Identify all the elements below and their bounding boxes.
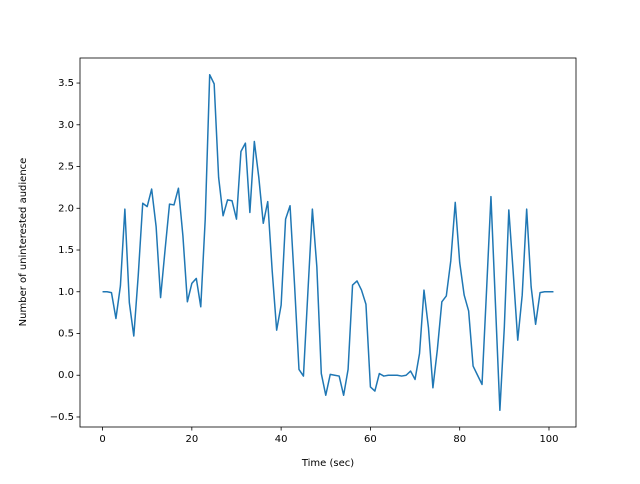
x-tick-label: 100 (539, 434, 558, 445)
y-tick-label: 2.0 (58, 203, 74, 214)
y-tick-label: 1.0 (58, 287, 74, 298)
x-tick-label: 20 (185, 434, 198, 445)
x-tick-label: 40 (275, 434, 288, 445)
y-tick-label: 3.5 (58, 78, 74, 89)
y-tick-label: 0.5 (58, 328, 74, 339)
y-tick-label: 2.5 (58, 162, 74, 173)
x-axis-label: Time (sec) (301, 458, 354, 469)
plot-frame (79, 57, 577, 428)
y-tick-label: −0.5 (50, 412, 74, 423)
y-tick-label: 0.0 (58, 370, 74, 381)
x-tick-label: 60 (364, 434, 377, 445)
x-tick-label: 80 (453, 434, 466, 445)
data-line (102, 73, 554, 412)
x-tick-label: 0 (99, 434, 105, 445)
y-tick-label: 1.5 (58, 245, 74, 256)
y-axis-label: Number of uninterested audience (18, 158, 29, 327)
y-tick-label: 3.0 (58, 120, 74, 131)
